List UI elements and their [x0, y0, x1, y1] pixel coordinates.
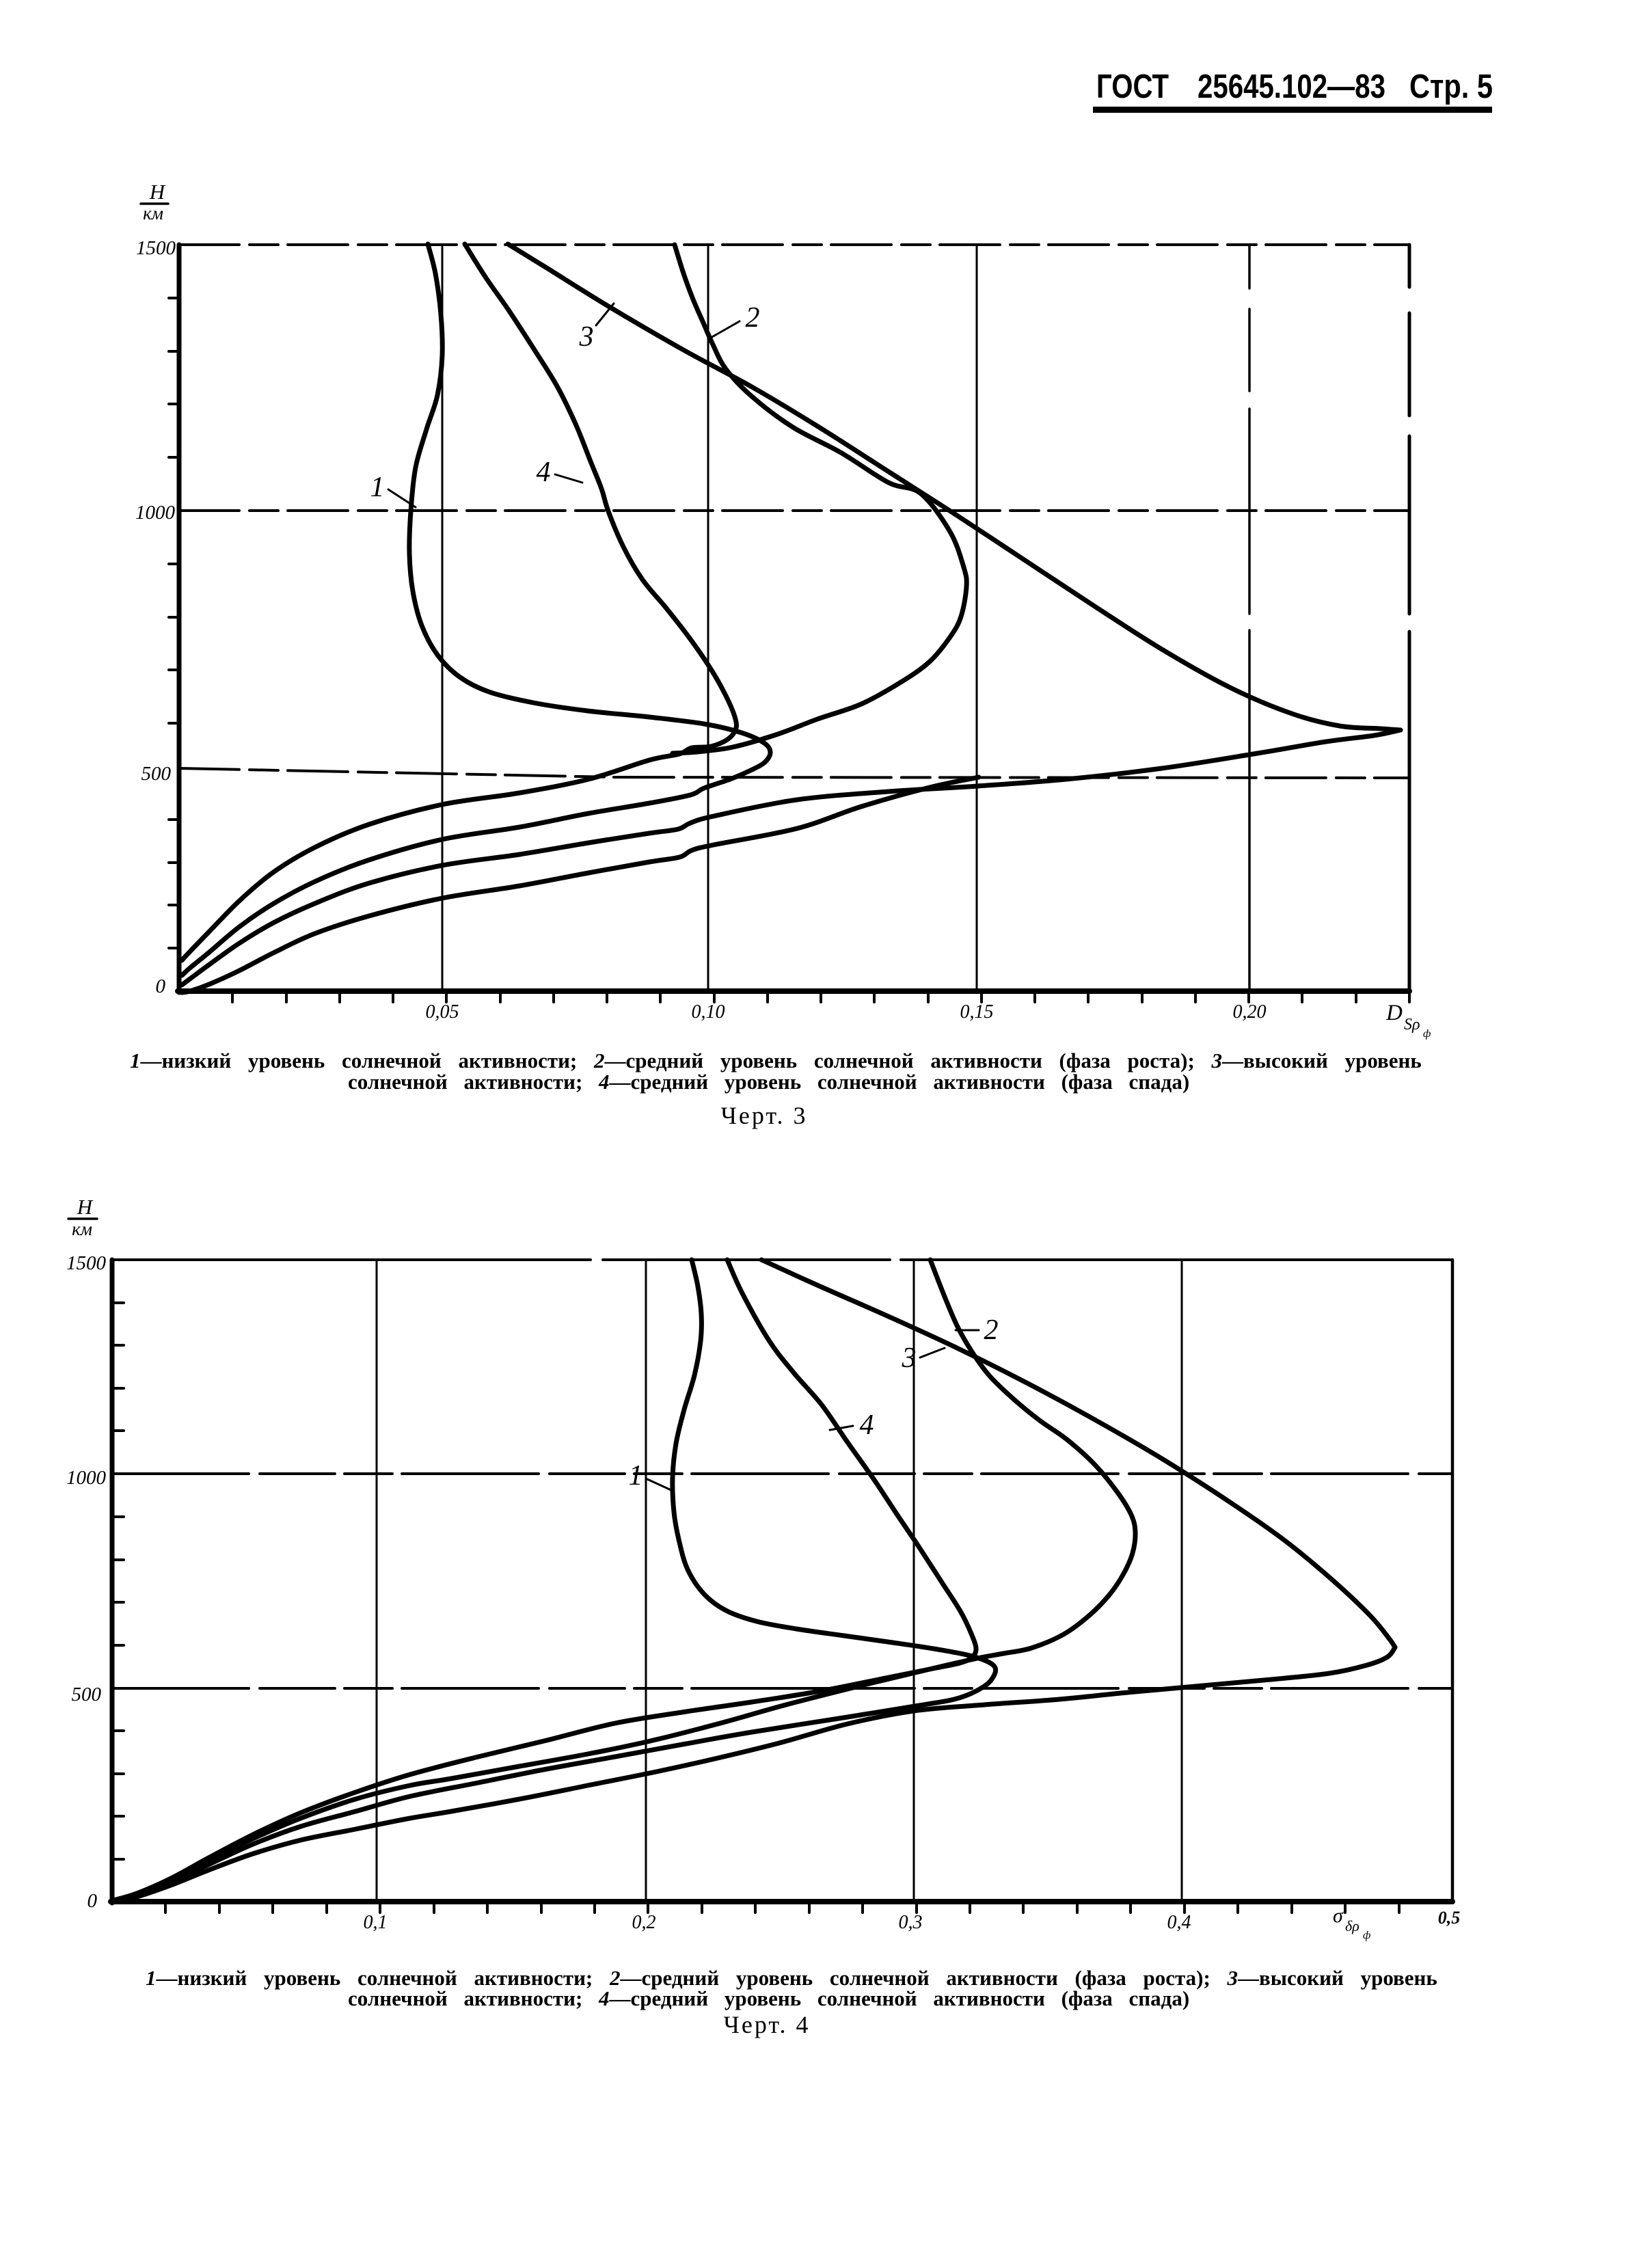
svg-text:500: 500: [72, 1684, 102, 1705]
svg-text:0,05: 0,05: [426, 1001, 459, 1023]
svg-text:1500: 1500: [136, 237, 176, 259]
svg-text:1000: 1000: [66, 1467, 107, 1489]
svg-text:500: 500: [141, 763, 172, 785]
svg-text:0,3: 0,3: [899, 1912, 923, 1933]
svg-text:солнечной активности; 4—средни: солнечной активности; 4—средний уровень …: [348, 1070, 1189, 1094]
svg-text:0: 0: [156, 975, 166, 997]
svg-text:Стр. 5: Стр. 5: [1409, 68, 1493, 105]
svg-text:Черт. 3: Черт. 3: [721, 1102, 808, 1129]
svg-text:ГОСТ: ГОСТ: [1096, 68, 1169, 105]
svg-text:0,10: 0,10: [692, 1001, 725, 1023]
svg-text:σ: σ: [1333, 1904, 1344, 1927]
svg-text:1—низкий уровень солнечной акт: 1—низкий уровень солнечной активности; 2…: [130, 1049, 1422, 1072]
svg-text:0,4: 0,4: [1167, 1912, 1191, 1933]
svg-text:1: 1: [629, 1460, 643, 1491]
svg-text:H: H: [77, 1195, 94, 1219]
svg-text:ф: ф: [1423, 1028, 1431, 1040]
svg-text:4: 4: [537, 457, 551, 488]
svg-text:25645.102—83: 25645.102—83: [1198, 68, 1385, 105]
svg-text:0,20: 0,20: [1233, 1001, 1267, 1023]
svg-text:0,15: 0,15: [960, 1001, 994, 1023]
svg-text:0,5: 0,5: [1438, 1908, 1461, 1928]
svg-text:0,2: 0,2: [632, 1912, 656, 1933]
svg-text:H: H: [149, 180, 166, 204]
svg-text:1—низкий уровень солнечной акт: 1—низкий уровень солнечной активности; 2…: [146, 1966, 1437, 1990]
svg-text:D: D: [1385, 1001, 1403, 1025]
svg-text:солнечной активности; 4—средни: солнечной активности; 4—средний уровень …: [348, 1986, 1189, 2010]
svg-text:3: 3: [579, 321, 594, 353]
svg-text:2: 2: [746, 302, 760, 334]
svg-text:δρ: δρ: [1345, 1917, 1359, 1934]
svg-text:Черт. 4: Черт. 4: [724, 2011, 811, 2038]
svg-text:3: 3: [902, 1342, 917, 1374]
svg-text:1000: 1000: [135, 502, 176, 524]
svg-text:км: км: [72, 1219, 92, 1239]
svg-text:4: 4: [860, 1409, 874, 1441]
svg-text:0: 0: [87, 1890, 98, 1912]
svg-text:1: 1: [370, 472, 385, 503]
svg-text:ф: ф: [1363, 1930, 1370, 1941]
svg-text:1500: 1500: [66, 1252, 107, 1274]
svg-text:Sρ: Sρ: [1404, 1016, 1420, 1034]
svg-text:0,1: 0,1: [364, 1912, 388, 1933]
svg-text:2: 2: [984, 1314, 999, 1346]
svg-text:км: км: [143, 203, 163, 224]
